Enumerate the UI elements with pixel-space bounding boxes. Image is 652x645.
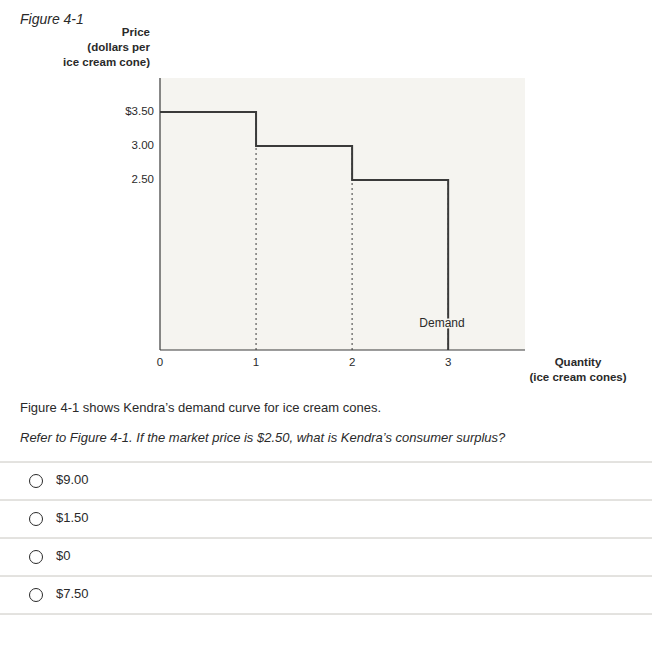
y-tick-label: 2.50	[132, 173, 154, 185]
divider	[0, 462, 652, 463]
annotation: Demand	[419, 316, 464, 330]
y-axis-label: Price(dollars perice cream cone)	[63, 26, 150, 68]
plot-area	[160, 78, 525, 350]
divider	[0, 614, 652, 615]
caption: Figure 4-1 shows Kendra’s demand curve f…	[20, 400, 381, 415]
choice-label[interactable]: $9.00	[56, 472, 89, 487]
choice-label[interactable]: $0	[56, 548, 70, 563]
radio-button[interactable]	[30, 551, 43, 564]
radio-button[interactable]	[30, 589, 43, 602]
radio-button[interactable]	[30, 513, 43, 526]
y-axis-line	[159, 78, 160, 350]
x-axis-line	[160, 349, 525, 350]
x-tick-label: 0	[157, 356, 163, 368]
x-tick-label: 3	[445, 356, 451, 368]
demand-line	[160, 112, 448, 350]
y-tick-label: 3.00	[132, 139, 154, 151]
figure-title: Figure 4-1	[20, 11, 84, 27]
guide-line	[256, 112, 257, 350]
x-tick-label: 2	[349, 356, 355, 368]
choice-label[interactable]: $1.50	[56, 510, 89, 525]
radio-button[interactable]	[30, 475, 43, 488]
choice-label[interactable]: $7.50	[56, 586, 89, 601]
x-tick-label: 1	[253, 356, 259, 368]
question: Refer to Figure 4-1. If the market price…	[20, 430, 506, 445]
divider	[0, 576, 652, 577]
divider	[0, 538, 652, 539]
divider	[0, 500, 652, 501]
y-tick-label: $3.50	[125, 105, 154, 117]
chart-canvas: Figure 4-1 0 1 2 3 $3.50 3.00 2.50 Price(dollars…	[0, 0, 652, 645]
data-group	[160, 112, 448, 350]
x-axis-label: Quantity(ice cream cones)	[529, 356, 626, 383]
